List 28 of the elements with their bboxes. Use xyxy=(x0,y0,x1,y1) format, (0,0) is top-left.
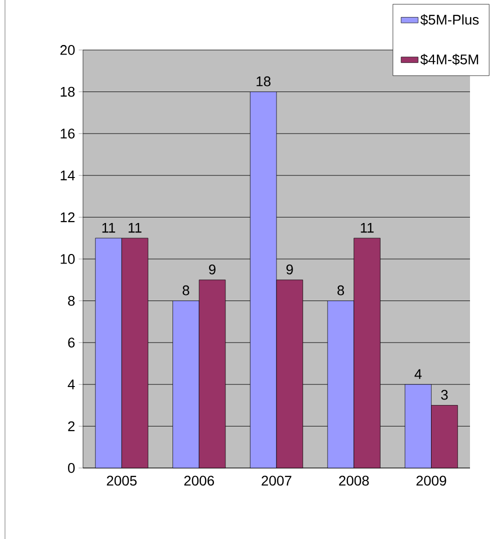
data-label: 8 xyxy=(337,285,344,296)
x-tick-label: 2008 xyxy=(339,476,369,486)
legend-label: $5M-Plus xyxy=(420,14,479,26)
y-tick-label: 2 xyxy=(68,421,75,432)
y-tick-label: 12 xyxy=(60,212,75,222)
y-tick-label: 14 xyxy=(60,170,75,180)
y-tick-label: 8 xyxy=(68,296,75,306)
y-tick-label: 20 xyxy=(60,45,75,55)
data-label: 4 xyxy=(414,369,422,379)
y-tick-label: 0 xyxy=(68,463,75,473)
data-label: 11 xyxy=(102,222,116,233)
data-label: 11 xyxy=(128,222,142,233)
data-label: 3 xyxy=(441,390,448,400)
data-label: 9 xyxy=(209,264,216,274)
data-label: 9 xyxy=(286,264,293,274)
legend-label: $4M-$5M xyxy=(420,54,478,66)
x-tick-label: 2006 xyxy=(184,476,214,486)
x-tick-label: 2005 xyxy=(106,476,137,486)
data-label: 8 xyxy=(182,285,190,296)
data-label: 18 xyxy=(256,76,270,86)
x-tick-label: 2007 xyxy=(262,476,292,486)
y-tick-label: 4 xyxy=(68,380,75,390)
x-tick-label: 2009 xyxy=(416,476,446,486)
y-tick-label: 16 xyxy=(60,128,75,139)
data-label: 11 xyxy=(360,222,374,233)
y-tick-label: 10 xyxy=(60,254,75,264)
y-tick-label: 18 xyxy=(60,86,75,97)
y-tick-label: 6 xyxy=(68,338,75,348)
